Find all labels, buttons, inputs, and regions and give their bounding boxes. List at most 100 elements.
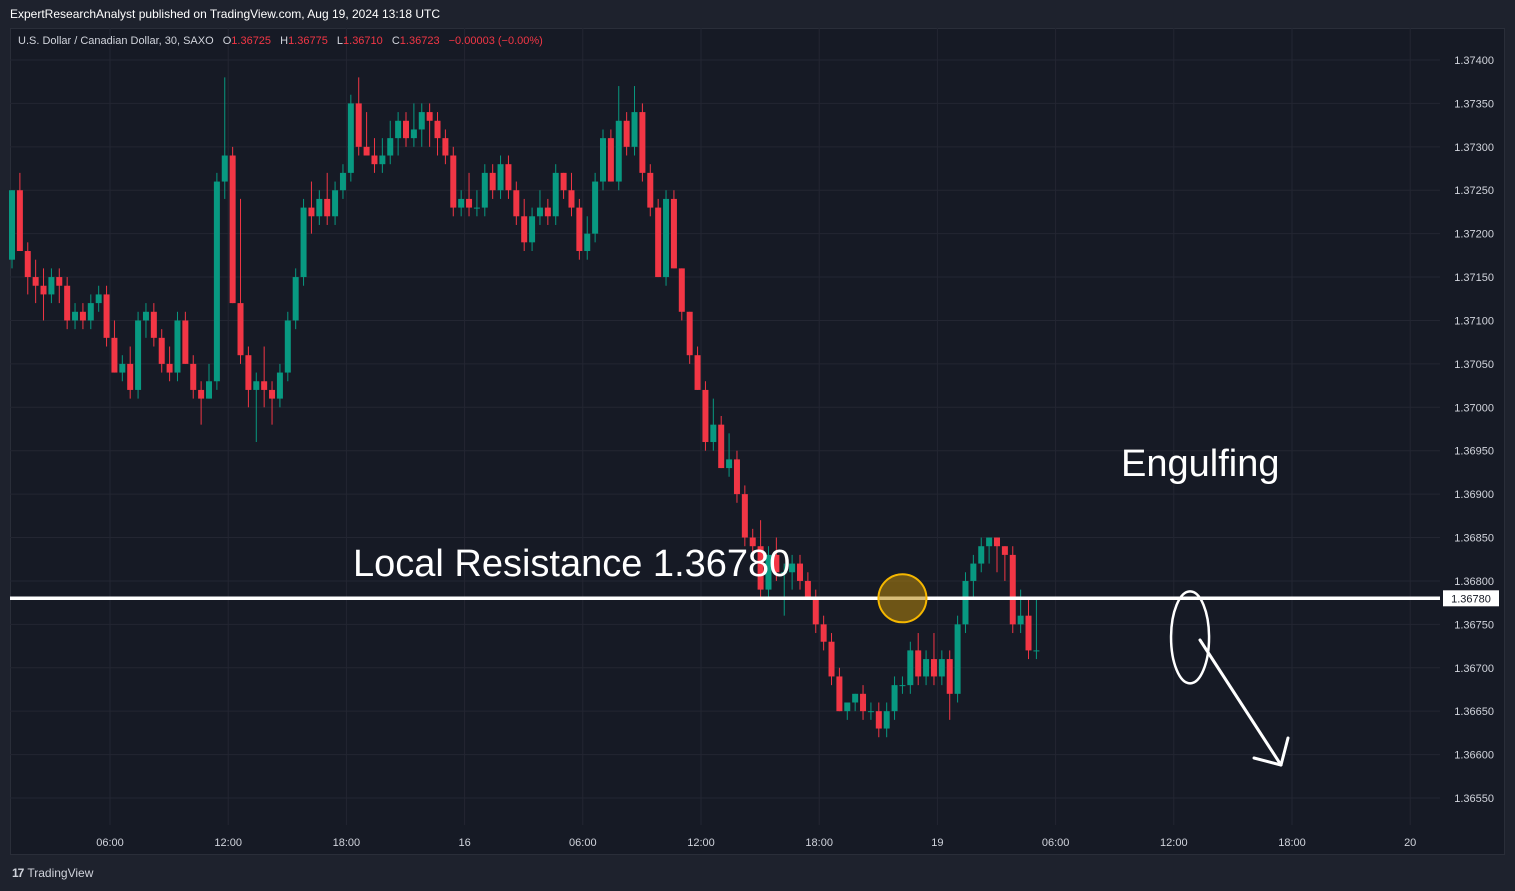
candle-body xyxy=(875,711,882,729)
candle-body xyxy=(1025,615,1032,651)
candle-body xyxy=(584,233,591,252)
candle xyxy=(324,172,331,225)
retest-highlight-circle[interactable] xyxy=(877,573,928,624)
candle xyxy=(907,641,914,694)
candle-layer xyxy=(9,77,1040,738)
candle-body xyxy=(9,190,15,260)
resistance-annotation[interactable]: Local Resistance 1.36780 xyxy=(353,543,790,585)
candle-body xyxy=(962,580,969,625)
candle xyxy=(481,164,488,217)
candle xyxy=(292,268,299,330)
candle-body xyxy=(615,120,622,182)
candle-body xyxy=(718,424,725,469)
candle xyxy=(710,398,717,451)
candle xyxy=(497,155,504,199)
candle xyxy=(135,311,142,399)
brand-name: TradingView xyxy=(27,866,94,880)
open-label: O xyxy=(222,35,232,47)
candle-body xyxy=(308,207,315,217)
candle-body xyxy=(198,389,205,399)
candle-body xyxy=(513,190,520,217)
tradingview-brand[interactable]: 17 TradingView xyxy=(12,866,93,880)
candle xyxy=(852,693,859,712)
candle xyxy=(765,546,772,599)
overlay-layer: Local Resistance 1.36780 Engulfing xyxy=(10,443,1440,767)
candle xyxy=(103,285,110,347)
x-tick-label: 18:00 xyxy=(1278,837,1306,849)
candle xyxy=(639,103,646,182)
candle-body xyxy=(607,138,614,182)
candle xyxy=(544,198,551,225)
candle-body xyxy=(852,693,859,703)
candle-body xyxy=(820,624,827,642)
x-tick-label: 12:00 xyxy=(214,837,242,849)
candle xyxy=(466,172,473,217)
close-value: 1.36723 xyxy=(399,35,440,47)
candle xyxy=(812,589,819,634)
candle-body xyxy=(24,251,31,278)
candle-body xyxy=(860,693,867,712)
candle-body xyxy=(237,303,244,356)
candle-body xyxy=(79,311,86,321)
candle-body xyxy=(529,216,536,243)
candle-body xyxy=(505,164,512,191)
candle xyxy=(332,181,339,225)
candle xyxy=(663,190,670,286)
candle xyxy=(702,381,709,451)
candle-body xyxy=(828,641,835,677)
candle xyxy=(615,86,622,191)
candle-body xyxy=(915,650,922,677)
symbol-name: U.S. Dollar / Canadian Dollar, 30, SAXO xyxy=(18,35,214,47)
candle xyxy=(804,572,811,599)
y-tick-label: 1.37400 xyxy=(1454,55,1494,67)
candle xyxy=(261,346,268,408)
candle-body xyxy=(158,337,165,364)
candle xyxy=(87,294,94,330)
candle xyxy=(16,172,23,252)
engulfing-highlight-ellipse[interactable] xyxy=(1169,590,1211,685)
candle-body xyxy=(631,112,638,147)
candle xyxy=(536,190,543,225)
candle-body xyxy=(978,546,985,564)
engulfing-annotation[interactable]: Engulfing xyxy=(1121,443,1279,485)
candle-body xyxy=(245,355,252,390)
candle xyxy=(206,363,212,399)
y-tick-label: 1.37050 xyxy=(1454,359,1494,371)
attribution-text: ExpertResearchAnalyst published on Tradi… xyxy=(10,7,441,21)
candle xyxy=(694,346,701,390)
candle-body xyxy=(560,172,567,191)
y-tick-label: 1.37150 xyxy=(1454,272,1494,284)
candle xyxy=(946,650,953,720)
candle xyxy=(1025,598,1032,660)
y-tick-label: 1.37350 xyxy=(1454,98,1494,110)
candle-body xyxy=(994,537,1000,547)
chart-pane[interactable] xyxy=(10,28,1505,855)
candle-body xyxy=(16,190,23,252)
candle-body xyxy=(592,181,599,234)
candle-body xyxy=(379,155,386,165)
downtrend-arrow-head[interactable] xyxy=(1252,736,1290,767)
candle-body xyxy=(206,381,212,399)
candle xyxy=(142,303,149,338)
candle-body xyxy=(1017,615,1024,625)
candle-body xyxy=(347,103,354,173)
candle xyxy=(127,346,134,399)
x-tick-label: 06:00 xyxy=(96,837,124,849)
candle xyxy=(276,363,283,408)
tradingview-logo-icon: 17 xyxy=(12,866,24,880)
x-tick-label: 19 xyxy=(931,837,943,849)
candle-body xyxy=(521,216,528,243)
candle xyxy=(119,355,126,382)
candle-body xyxy=(403,120,409,139)
candle xyxy=(954,615,961,703)
candle xyxy=(836,667,843,712)
candle xyxy=(741,485,748,547)
candle xyxy=(79,303,86,330)
candle-body xyxy=(694,355,701,390)
candle xyxy=(245,346,252,408)
candle-body xyxy=(600,138,606,182)
downtrend-arrow-shaft[interactable] xyxy=(1198,638,1283,767)
candle-body xyxy=(261,381,268,390)
candle xyxy=(166,346,173,382)
